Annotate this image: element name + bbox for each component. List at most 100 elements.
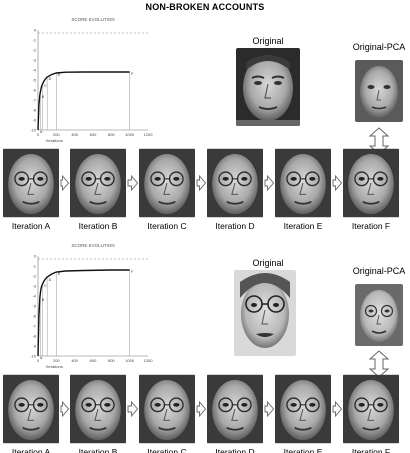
- x-tick-label: 1000: [125, 358, 135, 363]
- y-tick-label: -5: [32, 304, 36, 309]
- iteration-label: Iteration D: [215, 447, 255, 453]
- original-pca-label: Original-PCA: [352, 42, 406, 52]
- right-arrow-icon: [264, 401, 274, 417]
- x-tick-label: 0: [37, 132, 40, 137]
- x-tick-label: 600: [90, 358, 97, 363]
- iteration-face-image: [275, 374, 331, 444]
- iteration-point-label: B: [42, 95, 45, 99]
- y-tick-label: -8: [32, 334, 36, 339]
- iteration-face-image: [207, 148, 263, 218]
- y-tick-label: -6: [32, 314, 36, 319]
- x-tick-label: 400: [71, 358, 78, 363]
- y-tick-label: -2: [32, 274, 36, 279]
- iteration-point-label: F: [131, 270, 134, 274]
- score-curve: [37, 71, 130, 131]
- y-tick-label: -5: [32, 78, 36, 83]
- iteration-face-image: [139, 374, 195, 444]
- y-tick-label: -1: [32, 264, 36, 269]
- right-arrow-icon: [332, 401, 342, 417]
- original-label: Original: [252, 36, 284, 46]
- x-tick-label: 200: [53, 358, 60, 363]
- y-tick-label: -9: [32, 344, 36, 349]
- score-curve: [37, 269, 130, 357]
- iteration-face-image: [343, 148, 399, 218]
- y-tick-label: -9: [32, 118, 36, 123]
- iteration-face-image: [139, 148, 195, 218]
- iteration-label: Iteration B: [78, 447, 118, 453]
- score-evolution-chart-2: SCORE EVOLUTION 0 -1 -2 -3 -4 -5 -6 -7 -8 -9 -10 0 20…: [24, 242, 160, 370]
- y-tick-label: -3: [32, 58, 36, 63]
- iteration-point-label: F: [131, 72, 134, 76]
- right-arrow-icon: [264, 175, 274, 191]
- x-axis-label: Iterations: [46, 364, 62, 369]
- iteration-label: Iteration C: [147, 221, 187, 231]
- x-axis-label: Iterations: [46, 138, 62, 143]
- iteration-point-label: A: [40, 130, 43, 134]
- iteration-face-image: [3, 374, 59, 444]
- iteration-face-image: [70, 374, 126, 444]
- x-tick-label: 400: [71, 132, 78, 137]
- y-tick-label: -3: [32, 284, 36, 289]
- x-tick-label: 600: [90, 132, 97, 137]
- original-face-image: [234, 270, 296, 356]
- iteration-face-image: [343, 374, 399, 444]
- score-evolution-chart-1: SCORE EVOLUTION 0 -1 -2 -3 -4 -5 -6 -7 -8 -9 -10 0 20…: [24, 16, 160, 144]
- y-tick-label: 0: [34, 28, 37, 33]
- x-tick-label: 200: [53, 132, 60, 137]
- iteration-label: Iteration E: [283, 221, 323, 231]
- iteration-point-label: D: [49, 278, 52, 282]
- iteration-point-label: C: [44, 84, 47, 88]
- right-arrow-icon: [127, 401, 138, 417]
- iteration-label: Iteration F: [351, 447, 391, 453]
- original-pca-label: Original-PCA: [352, 266, 406, 276]
- iteration-label: Iteration A: [11, 447, 51, 453]
- iteration-face-image: [3, 148, 59, 218]
- original-label: Original: [252, 258, 284, 268]
- iteration-point-label: B: [42, 298, 45, 302]
- y-tick-label: -10: [30, 354, 37, 359]
- original-face-image: [236, 48, 300, 126]
- x-tick-label: 800: [108, 132, 115, 137]
- x-tick-label: 1000: [125, 132, 135, 137]
- right-arrow-icon: [127, 175, 138, 191]
- iteration-point-label: A: [40, 356, 43, 360]
- right-arrow-icon: [332, 175, 342, 191]
- panel-1: SCORE EVOLUTION 0 -1 -2 -3 -4 -5 -6 -7 -8 -9 -10 0 20…: [0, 12, 410, 238]
- original-pca-face-image: [355, 60, 403, 122]
- y-tick-label: -8: [32, 108, 36, 113]
- y-tick-label: -7: [32, 324, 36, 329]
- iteration-label: Iteration C: [147, 447, 187, 453]
- y-tick-label: 0: [34, 254, 37, 259]
- x-tick-label: 1200: [144, 358, 154, 363]
- iteration-point-label: E: [58, 272, 61, 276]
- iteration-face-image: [275, 148, 331, 218]
- iteration-face-image: [207, 374, 263, 444]
- chart-title: SCORE EVOLUTION: [71, 243, 114, 248]
- chart-title: SCORE EVOLUTION: [71, 17, 114, 22]
- iteration-face-image: [70, 148, 126, 218]
- iteration-point-label: D: [49, 77, 52, 81]
- right-arrow-icon: [196, 175, 206, 191]
- right-arrow-icon: [60, 401, 69, 417]
- iteration-label: Iteration B: [78, 221, 118, 231]
- iteration-point-label: E: [58, 73, 61, 77]
- original-pca-face-image: [355, 284, 403, 346]
- iteration-label: Iteration D: [215, 221, 255, 231]
- x-tick-label: 800: [108, 358, 115, 363]
- y-tick-label: -4: [32, 294, 36, 299]
- iteration-point-label: C: [44, 284, 47, 288]
- iteration-label: Iteration A: [11, 221, 51, 231]
- figure-title: NON-BROKEN ACCOUNTS: [145, 2, 265, 12]
- y-tick-label: -10: [30, 128, 37, 133]
- iteration-label: Iteration F: [351, 221, 391, 231]
- right-arrow-icon: [60, 175, 69, 191]
- y-tick-label: -2: [32, 48, 36, 53]
- y-tick-label: -7: [32, 98, 36, 103]
- right-arrow-icon: [196, 401, 206, 417]
- panel-2: SCORE EVOLUTION 0 -1 -2 -3 -4 -5 -6 -7 -8 -9 -10 0 20…: [0, 238, 410, 453]
- y-tick-label: -4: [32, 68, 36, 73]
- x-tick-label: 0: [37, 358, 40, 363]
- x-tick-label: 1200: [144, 132, 154, 137]
